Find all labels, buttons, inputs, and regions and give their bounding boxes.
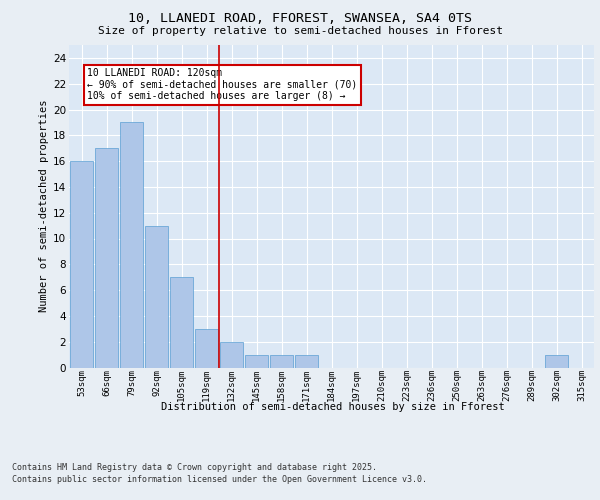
Bar (170, 277, 193, 368)
Bar (245, 354, 268, 368)
Bar (194, 329, 218, 368)
Text: Distribution of semi-detached houses by size in Fforest: Distribution of semi-detached houses by … (161, 402, 505, 412)
Text: Contains HM Land Registry data © Crown copyright and database right 2025.: Contains HM Land Registry data © Crown c… (12, 462, 377, 471)
Bar (545, 354, 568, 368)
Y-axis label: Number of semi-detached properties: Number of semi-detached properties (39, 100, 49, 312)
Bar (119, 122, 143, 368)
Text: Size of property relative to semi-detached houses in Fforest: Size of property relative to semi-detach… (97, 26, 503, 36)
Bar (145, 226, 169, 368)
Bar (220, 342, 244, 367)
Bar (95, 148, 118, 368)
Text: 10, LLANEDI ROAD, FFOREST, SWANSEA, SA4 0TS: 10, LLANEDI ROAD, FFOREST, SWANSEA, SA4 … (128, 12, 472, 26)
Bar (295, 354, 319, 368)
Text: Contains public sector information licensed under the Open Government Licence v3: Contains public sector information licen… (12, 475, 427, 484)
Text: 10 LLANEDI ROAD: 120sqm
← 90% of semi-detached houses are smaller (70)
10% of se: 10 LLANEDI ROAD: 120sqm ← 90% of semi-de… (87, 68, 357, 102)
Bar (70, 161, 94, 368)
Bar (269, 354, 293, 368)
